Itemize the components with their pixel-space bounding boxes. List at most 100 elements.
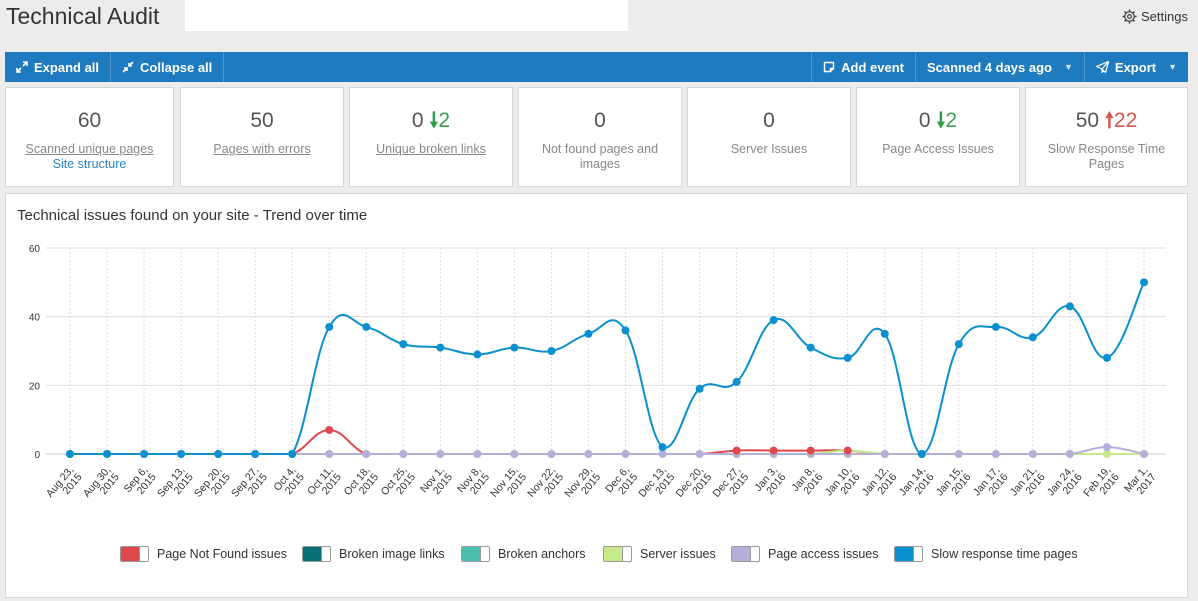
data-point-page-access-issues: [954, 450, 963, 458]
data-point-page-access-issues: [1065, 450, 1074, 458]
legend-toggle-swatch[interactable]: [731, 546, 760, 562]
data-point-page-not-found-issues: [843, 446, 852, 455]
stat-label: Server Issues: [730, 142, 808, 156]
collapse-all-button[interactable]: Collapse all: [111, 52, 225, 82]
stat-not-found[interactable]: 0 Not found pages and images: [518, 87, 682, 187]
stat-pages-with-errors[interactable]: 50 Pages with errors: [180, 87, 344, 187]
x-tick-label: Jan 8,2016: [789, 464, 825, 501]
x-tick-label: Oct 18,2015: [342, 464, 381, 505]
x-tick-label: Jan 14,2016: [897, 464, 937, 505]
data-point-page-not-found-issues: [769, 446, 778, 455]
toggle-knob: [750, 547, 759, 561]
data-point-page-access-issues: [991, 450, 1000, 458]
data-point-page-access-issues: [584, 450, 593, 458]
site-structure-link[interactable]: Site structure: [52, 157, 127, 171]
add-event-button[interactable]: Add event: [811, 52, 915, 82]
data-point-slow-response-time-pages: [66, 450, 74, 458]
page-title: Technical Audit: [6, 3, 160, 29]
stat-value: 0: [763, 109, 775, 132]
series-line-page-access-issues: [70, 446, 1145, 455]
stat-value: 0 🠗2: [857, 108, 1019, 134]
arrow-down-icon: 🠗: [429, 109, 439, 132]
data-point-slow-response-time-pages: [917, 450, 926, 458]
data-point-slow-response-time-pages: [547, 347, 556, 355]
x-tick-label: Sep 6,2015: [122, 464, 159, 502]
add-event-label: Add event: [841, 59, 904, 75]
settings-button[interactable]: Settings: [1122, 9, 1188, 24]
data-point-slow-response-time-pages: [103, 450, 112, 458]
stat-slow-response[interactable]: 50 🠕22 Slow Response Time Pages: [1025, 87, 1188, 187]
data-point-page-access-issues: [510, 450, 519, 458]
x-tick-label: Nov 8,2015: [455, 464, 492, 502]
data-point-page-not-found-issues: [325, 425, 334, 434]
x-tick-label: Nov 1,2015: [418, 464, 455, 502]
legend-toggle-swatch[interactable]: [461, 546, 490, 562]
legend-toggle-swatch[interactable]: [894, 546, 923, 562]
stat-delta: 2: [945, 109, 958, 132]
chart-title: Technical issues found on your site - Tr…: [17, 207, 368, 224]
export-label: Export: [1114, 59, 1157, 75]
collapse-all-label: Collapse all: [140, 59, 213, 75]
chevron-down-icon: ▼: [1063, 62, 1073, 72]
stat-label[interactable]: Unique broken links: [376, 142, 486, 156]
data-point-slow-response-time-pages: [473, 350, 482, 359]
x-tick-label: Oct 25,2015: [379, 464, 418, 505]
scanned-label: Scanned 4 days ago: [926, 59, 1052, 75]
data-point-page-access-issues: [399, 450, 408, 458]
stat-broken-links[interactable]: 0 🠗2 Unique broken links: [349, 87, 513, 187]
export-dropdown[interactable]: Export ▼: [1083, 52, 1188, 82]
legend-toggle-swatch[interactable]: [302, 546, 331, 562]
stat-page-access[interactable]: 0 🠗2 Page Access Issues: [856, 87, 1020, 187]
data-point-slow-response-time-pages: [1028, 333, 1037, 342]
data-point-slow-response-time-pages: [1140, 278, 1148, 287]
x-tick-label: Jan 3,2016: [752, 464, 788, 501]
expand-all-button[interactable]: Expand all: [5, 52, 112, 82]
data-point-page-not-found-issues: [806, 446, 815, 455]
stat-number: 50: [1075, 109, 1100, 132]
data-point-slow-response-time-pages: [584, 329, 593, 338]
data-point-page-access-issues: [547, 450, 556, 458]
data-point-slow-response-time-pages: [362, 322, 371, 331]
legend-item-broken-anchors[interactable]: Broken anchors: [461, 546, 586, 562]
stat-label: Slow Response Time Pages: [1047, 142, 1166, 171]
chevron-down-icon: ▼: [1168, 62, 1177, 72]
scanned-dropdown[interactable]: Scanned 4 days ago ▼: [914, 52, 1084, 82]
stat-scanned-pages[interactable]: 60 Scanned unique pages Site structure: [5, 87, 174, 187]
y-tick-label: 40: [29, 313, 41, 324]
legend-item-broken-image-links[interactable]: Broken image links: [302, 546, 445, 562]
stat-value: 60: [77, 109, 102, 132]
series-line-page-not-found-issues: [70, 428, 1144, 455]
redacted-area: [185, 0, 628, 31]
stat-server-issues[interactable]: 0 Server Issues: [687, 87, 851, 187]
x-tick-label: Feb 19,2016: [1081, 464, 1122, 506]
settings-label: Settings: [1141, 9, 1188, 24]
y-tick-label: 0: [34, 450, 40, 461]
stat-label[interactable]: Pages with errors: [213, 142, 311, 156]
header: Technical Audit Settings: [0, 0, 1198, 40]
legend-toggle-swatch[interactable]: [120, 546, 149, 562]
x-tick-label: Nov 22,2015: [525, 464, 566, 507]
data-point-slow-response-time-pages: [732, 377, 741, 386]
data-point-slow-response-time-pages: [251, 450, 260, 458]
legend-item-slow-response-time-pages[interactable]: Slow response time pages: [894, 546, 1078, 562]
trend-chart-panel: Technical issues found on your site - Tr…: [5, 193, 1188, 598]
data-point-page-access-issues: [436, 450, 445, 458]
legend-toggle-swatch[interactable]: [603, 546, 632, 562]
note-icon: [823, 61, 835, 73]
data-point-page-access-issues: [325, 450, 334, 458]
data-point-slow-response-time-pages: [880, 329, 889, 338]
stat-number: 0: [918, 109, 931, 132]
stat-label[interactable]: Scanned unique pages: [25, 142, 154, 156]
legend-item-page-access-issues[interactable]: Page access issues: [731, 546, 878, 562]
x-tick-label: Dec 6,2015: [603, 464, 640, 502]
x-tick-label: Dec 20,2015: [673, 464, 714, 507]
data-point-slow-response-time-pages: [399, 340, 408, 349]
chart-legend: Page Not Found issues Broken image links B…: [6, 546, 1189, 566]
x-tick-label: Sep 27,2015: [229, 464, 270, 507]
legend-item-server-issues[interactable]: Server issues: [603, 546, 716, 562]
x-tick-label: Mar 1,2017: [1122, 464, 1159, 502]
legend-color: [895, 547, 914, 561]
legend-label: Page access issues: [768, 547, 879, 561]
legend-item-page-not-found-issues[interactable]: Page Not Found issues: [120, 546, 287, 562]
